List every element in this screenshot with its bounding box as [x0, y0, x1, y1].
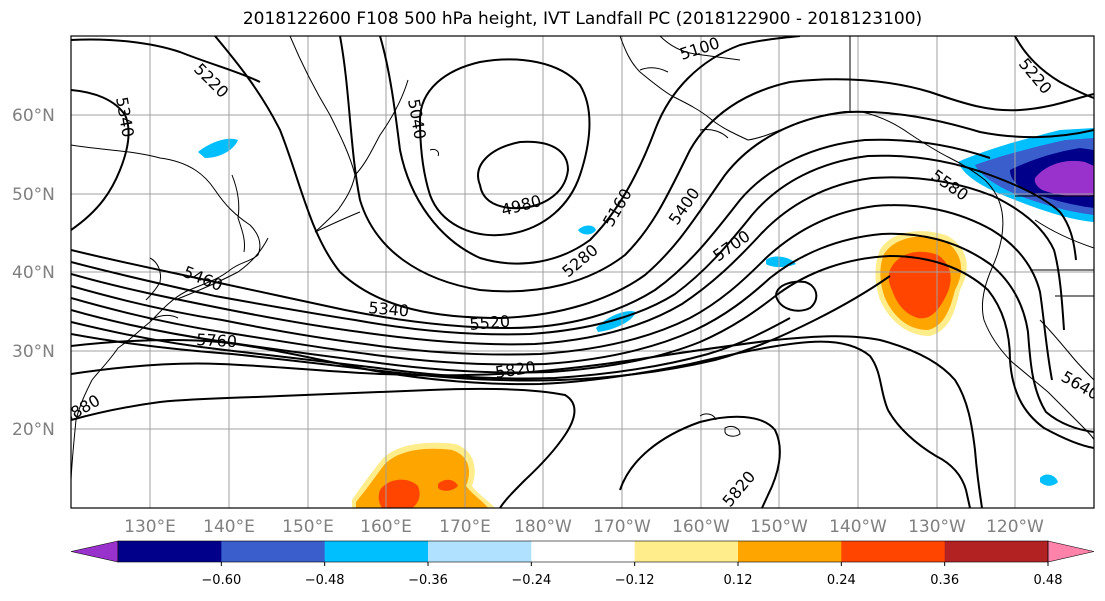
lat-label: 20°N [12, 420, 55, 440]
lon-label: 130°W [908, 517, 966, 537]
colorbar-segment [841, 541, 946, 562]
colorbar-tick-label: 0.24 [827, 573, 856, 588]
lat-label: 50°N [12, 185, 55, 205]
colorbar-segment [324, 541, 429, 562]
colorbar-tick-label: −0.60 [201, 573, 241, 588]
colorbar-tick-label: −0.36 [408, 573, 448, 588]
colorbar-extension-low [70, 540, 119, 563]
contour-label: 5340 [368, 298, 410, 320]
contour-label: 5760 [196, 330, 238, 351]
lon-label: 170°W [593, 517, 651, 537]
lon-labels: 130°E 140°E 150°E 160°E 170°E 180°W 170°… [124, 517, 1044, 537]
colorbar-segment [428, 541, 532, 562]
page-title: 2018122600 F108 500 hPa height, IVT Land… [242, 9, 923, 29]
colorbar-tick-label: −0.24 [511, 573, 551, 588]
colorbar-segment [738, 541, 842, 562]
gridlines [71, 36, 1094, 508]
colorbar-segment [531, 541, 636, 562]
colorbar-extension-high [1047, 540, 1095, 563]
colorbar-tick-label: 0.36 [930, 573, 959, 588]
colorbar-tick-label: 0.12 [724, 573, 753, 588]
lon-label: 130°E [124, 517, 176, 537]
lon-label: 160°W [672, 517, 730, 537]
colorbar-segment [944, 541, 1049, 562]
lon-label: 150°W [750, 517, 808, 537]
colorbar-tick-label: 0.48 [1034, 573, 1063, 588]
colorbar-segment [118, 541, 222, 562]
lat-label: 40°N [12, 263, 55, 283]
lon-label: 120°W [986, 517, 1044, 537]
lat-labels: 60°N 50°N 40°N 30°N 20°N [12, 106, 55, 440]
ivt-shading [198, 128, 1094, 508]
colorbar-tick-label: −0.12 [615, 573, 655, 588]
lon-label: 140°W [829, 517, 887, 537]
lon-label: 140°E [203, 517, 255, 537]
lon-label: 180°W [514, 517, 572, 537]
lon-label: 170°E [439, 517, 491, 537]
contour-label: 5520 [469, 312, 511, 334]
lon-label: 150°E [282, 517, 334, 537]
map-border [70, 35, 1095, 509]
colorbar-segment [634, 541, 739, 562]
lat-label: 60°N [12, 106, 55, 126]
colorbar: −0.60 −0.48 −0.36 −0.24 −0.12 0.12 0.24 0.36 0.4… [70, 540, 1095, 588]
colorbar-segment [221, 541, 326, 562]
lon-label: 160°E [360, 517, 412, 537]
height-contours [71, 36, 1094, 508]
colorbar-tick-label: −0.48 [305, 573, 345, 588]
lat-label: 30°N [12, 342, 55, 362]
colorbar-outline [117, 540, 1049, 563]
